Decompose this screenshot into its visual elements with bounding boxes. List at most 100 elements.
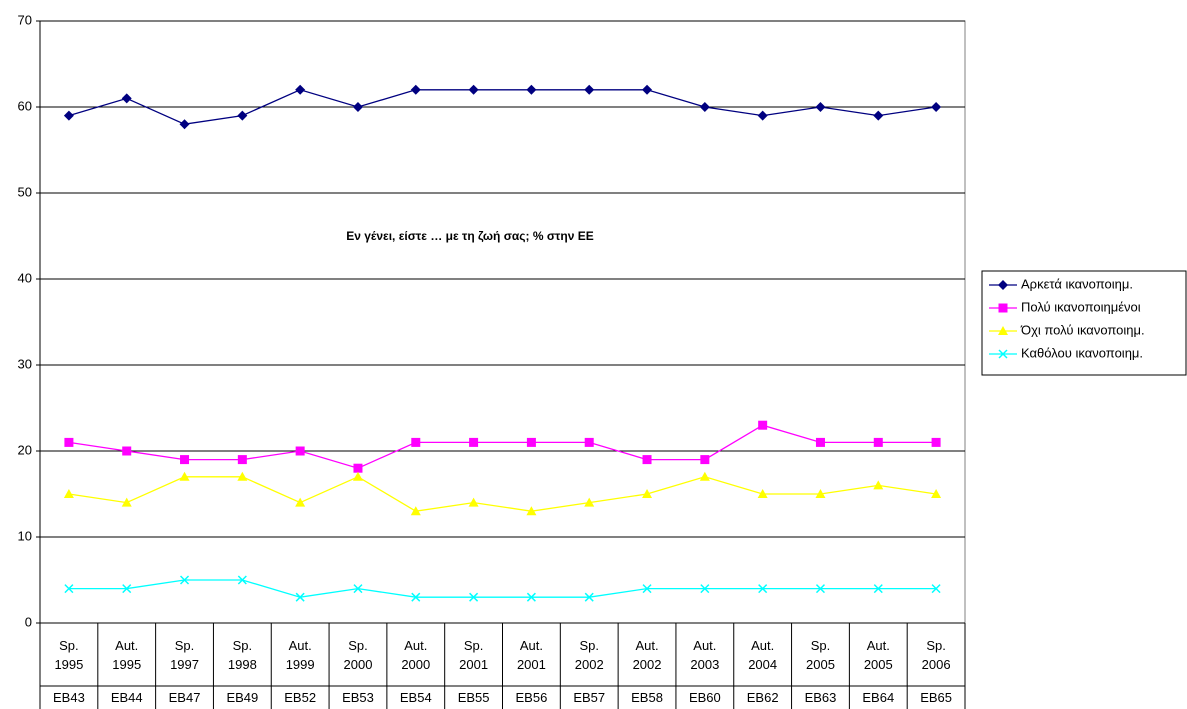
data-point <box>295 592 305 602</box>
x-group-label: EB47 <box>168 690 201 705</box>
data-point <box>931 437 941 447</box>
series-line <box>68 424 937 469</box>
data-point <box>63 489 74 498</box>
x-group-label: EB62 <box>746 690 779 705</box>
data-point <box>526 437 536 447</box>
data-point <box>121 93 132 104</box>
y-tick-label: 50 <box>18 184 32 199</box>
x-group-label: EB63 <box>804 690 837 705</box>
x-tick-label: Aut. 2002 <box>632 638 662 672</box>
data-point <box>931 584 941 594</box>
data-point <box>352 102 363 112</box>
x-group-label: EB65 <box>920 690 952 705</box>
x-tick-label: Aut. 2000 <box>401 638 431 672</box>
data-point <box>179 471 190 481</box>
data-point <box>353 463 363 473</box>
x-tick-label: Sp. 1998 <box>227 638 257 672</box>
x-tick-label: Sp. 2002 <box>574 638 604 672</box>
x-tick-label: Aut. 1995 <box>112 638 142 672</box>
x-group-label: EB53 <box>342 690 374 705</box>
data-point <box>122 584 132 594</box>
data-point <box>584 592 594 602</box>
legend-marker <box>998 280 1008 290</box>
data-point <box>584 437 594 447</box>
x-group-label: EB55 <box>457 690 490 705</box>
legend-box <box>981 270 1187 376</box>
data-point <box>64 584 74 594</box>
series-line <box>68 476 937 512</box>
x-group-label: EB60 <box>688 690 721 705</box>
series-line <box>68 89 937 125</box>
x-tick-label: Aut. 2001 <box>516 638 546 672</box>
data-point <box>237 575 247 585</box>
data-point <box>758 420 768 430</box>
data-point <box>642 489 653 498</box>
legend-marker <box>998 349 1008 359</box>
x-tick-label: Sp. 1997 <box>170 638 199 672</box>
data-point <box>873 437 883 447</box>
x-group-label: EB58 <box>631 690 663 705</box>
plot-area <box>39 20 966 624</box>
data-point <box>700 584 710 594</box>
data-point <box>468 497 479 507</box>
legend-label: Αρκετά ικανοποιημ. <box>1021 276 1133 291</box>
y-tick-label: 40 <box>18 270 32 285</box>
legend-label: Πολύ ικανοποιημένοι <box>1021 299 1141 314</box>
data-point <box>410 506 421 516</box>
data-point <box>584 84 595 95</box>
data-point <box>873 584 883 594</box>
x-group-label: EB43 <box>53 690 85 705</box>
data-point <box>526 506 537 516</box>
data-point <box>63 110 74 121</box>
legend-label: Όχι πολύ ικανοποιημ. <box>1020 322 1145 337</box>
data-point <box>410 84 421 95</box>
data-point <box>64 437 74 447</box>
legend-marker <box>998 326 1008 335</box>
data-point <box>642 584 652 594</box>
x-tick-label: Aut. 2003 <box>690 638 720 672</box>
y-tick-label: 20 <box>18 442 32 457</box>
y-tick-label: 0 <box>25 614 32 629</box>
data-point <box>179 119 190 130</box>
data-point <box>815 102 826 112</box>
series-line <box>68 579 937 598</box>
data-point <box>873 480 884 490</box>
data-point <box>642 84 653 95</box>
data-point <box>237 110 248 121</box>
data-point <box>757 489 768 498</box>
data-point <box>757 110 768 121</box>
x-group-label: EB56 <box>515 690 548 705</box>
data-point <box>122 446 132 456</box>
x-group-label: EB64 <box>862 690 895 705</box>
y-tick-label: 60 <box>18 98 32 113</box>
x-tick-label: Aut. 2004 <box>748 638 778 672</box>
x-group-label: EB54 <box>399 690 432 705</box>
data-point <box>295 497 306 507</box>
x-tick-label: Aut. 1999 <box>285 638 315 672</box>
x-group-label: EB44 <box>110 690 143 705</box>
chart-title: Εν γένει, είστε … με τη ζωή σας; % στην … <box>346 229 594 243</box>
x-group-label: EB57 <box>573 690 606 705</box>
data-point <box>815 584 825 594</box>
data-point <box>699 471 710 481</box>
y-tick-label: 30 <box>18 356 32 371</box>
data-point <box>180 455 190 465</box>
x-tick-label: Sp. 2000 <box>343 638 373 672</box>
data-point <box>469 437 479 447</box>
data-point <box>758 584 768 594</box>
x-tick-label: Sp. 2006 <box>921 638 951 672</box>
x-tick-label: Aut. 2005 <box>863 638 893 672</box>
data-point <box>931 102 942 112</box>
data-point <box>526 84 537 95</box>
x-group-label: EB49 <box>226 690 259 705</box>
data-point <box>815 489 826 498</box>
data-point <box>237 455 247 465</box>
data-point <box>526 592 536 602</box>
data-point <box>353 584 363 594</box>
data-point <box>700 455 710 465</box>
x-tick-label: Sp. 2001 <box>459 638 489 672</box>
data-point <box>352 471 363 481</box>
data-point <box>873 110 884 121</box>
